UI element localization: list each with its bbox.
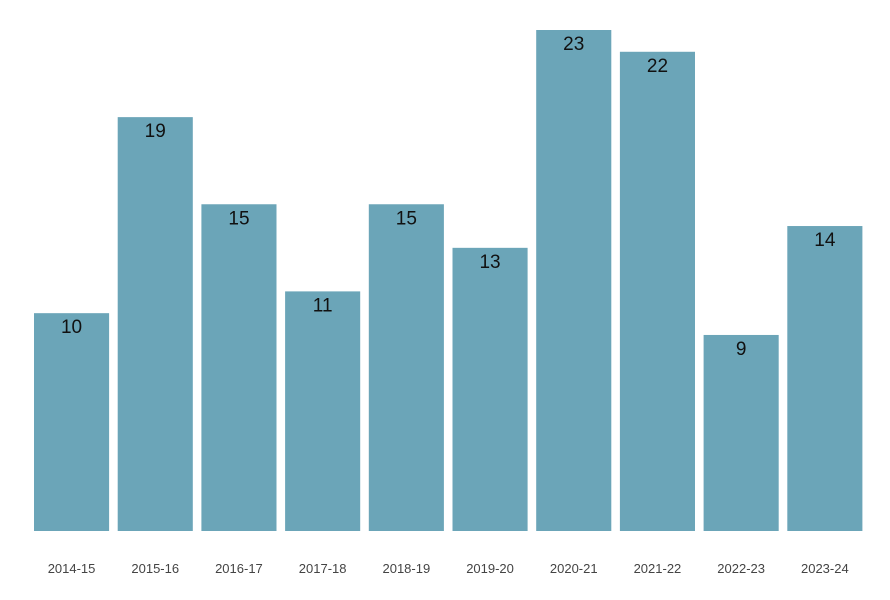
x-tick-label: 2016-17: [215, 561, 263, 576]
x-tick-label: 2022-23: [717, 561, 765, 576]
bar-2020-21: [536, 30, 612, 531]
bar-value-label: 14: [814, 230, 836, 251]
bar-2016-17: [201, 204, 277, 531]
bar-2014-15: [34, 313, 110, 531]
x-tick-label: 2017-18: [299, 561, 347, 576]
x-tick-label: 2020-21: [550, 561, 598, 576]
bar-2021-22: [619, 51, 695, 531]
x-tick-label: 2023-24: [801, 561, 849, 576]
bar-value-labels: 10 19 15 11 15 13 23 22 9 14: [61, 34, 836, 360]
bar-value-label: 11: [313, 295, 333, 316]
x-tick-label: 2019-20: [466, 561, 514, 576]
bar-2022-23: [703, 334, 779, 531]
bar-2023-24: [787, 226, 863, 532]
bars-group: [34, 30, 863, 532]
bar-value-label: 9: [736, 339, 747, 360]
x-tick-label: 2021-22: [634, 561, 682, 576]
bar-value-label: 22: [647, 56, 668, 77]
bar-value-label: 15: [396, 208, 417, 229]
bar-2018-19: [368, 204, 444, 531]
x-axis-tick-labels: 2014-15 2015-16 2016-17 2017-18 2018-19 2019-…: [48, 561, 849, 576]
bar-2019-20: [452, 247, 528, 531]
bar-value-label: 15: [228, 208, 249, 229]
bar-value-label: 13: [479, 252, 500, 273]
x-tick-label: 2015-16: [131, 561, 179, 576]
bar-value-label: 10: [61, 317, 82, 338]
bar-2017-18: [285, 291, 361, 531]
x-tick-label: 2014-15: [48, 561, 96, 576]
x-tick-label: 2018-19: [382, 561, 430, 576]
bar-value-label: 19: [145, 121, 166, 142]
bar-2015-16: [117, 117, 193, 531]
bar-value-label: 23: [563, 34, 584, 55]
